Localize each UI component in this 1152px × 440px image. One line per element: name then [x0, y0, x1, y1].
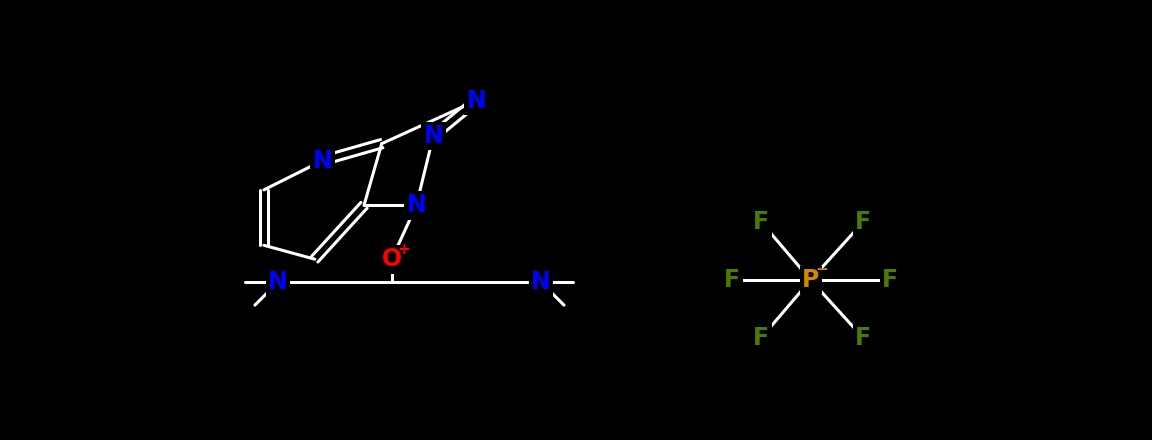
Text: N: N [268, 270, 288, 294]
Text: N: N [531, 270, 551, 294]
Text: P: P [802, 268, 819, 292]
Text: −: − [816, 262, 828, 278]
Text: N: N [312, 149, 332, 172]
Text: +: + [397, 242, 410, 257]
Text: F: F [855, 210, 871, 234]
Text: N: N [467, 88, 486, 113]
Text: F: F [882, 268, 899, 292]
Text: F: F [855, 326, 871, 350]
Text: F: F [723, 268, 740, 292]
Text: N: N [424, 124, 444, 148]
Text: N: N [407, 193, 426, 217]
Text: F: F [753, 326, 770, 350]
Text: F: F [753, 210, 770, 234]
Text: O: O [381, 247, 402, 271]
